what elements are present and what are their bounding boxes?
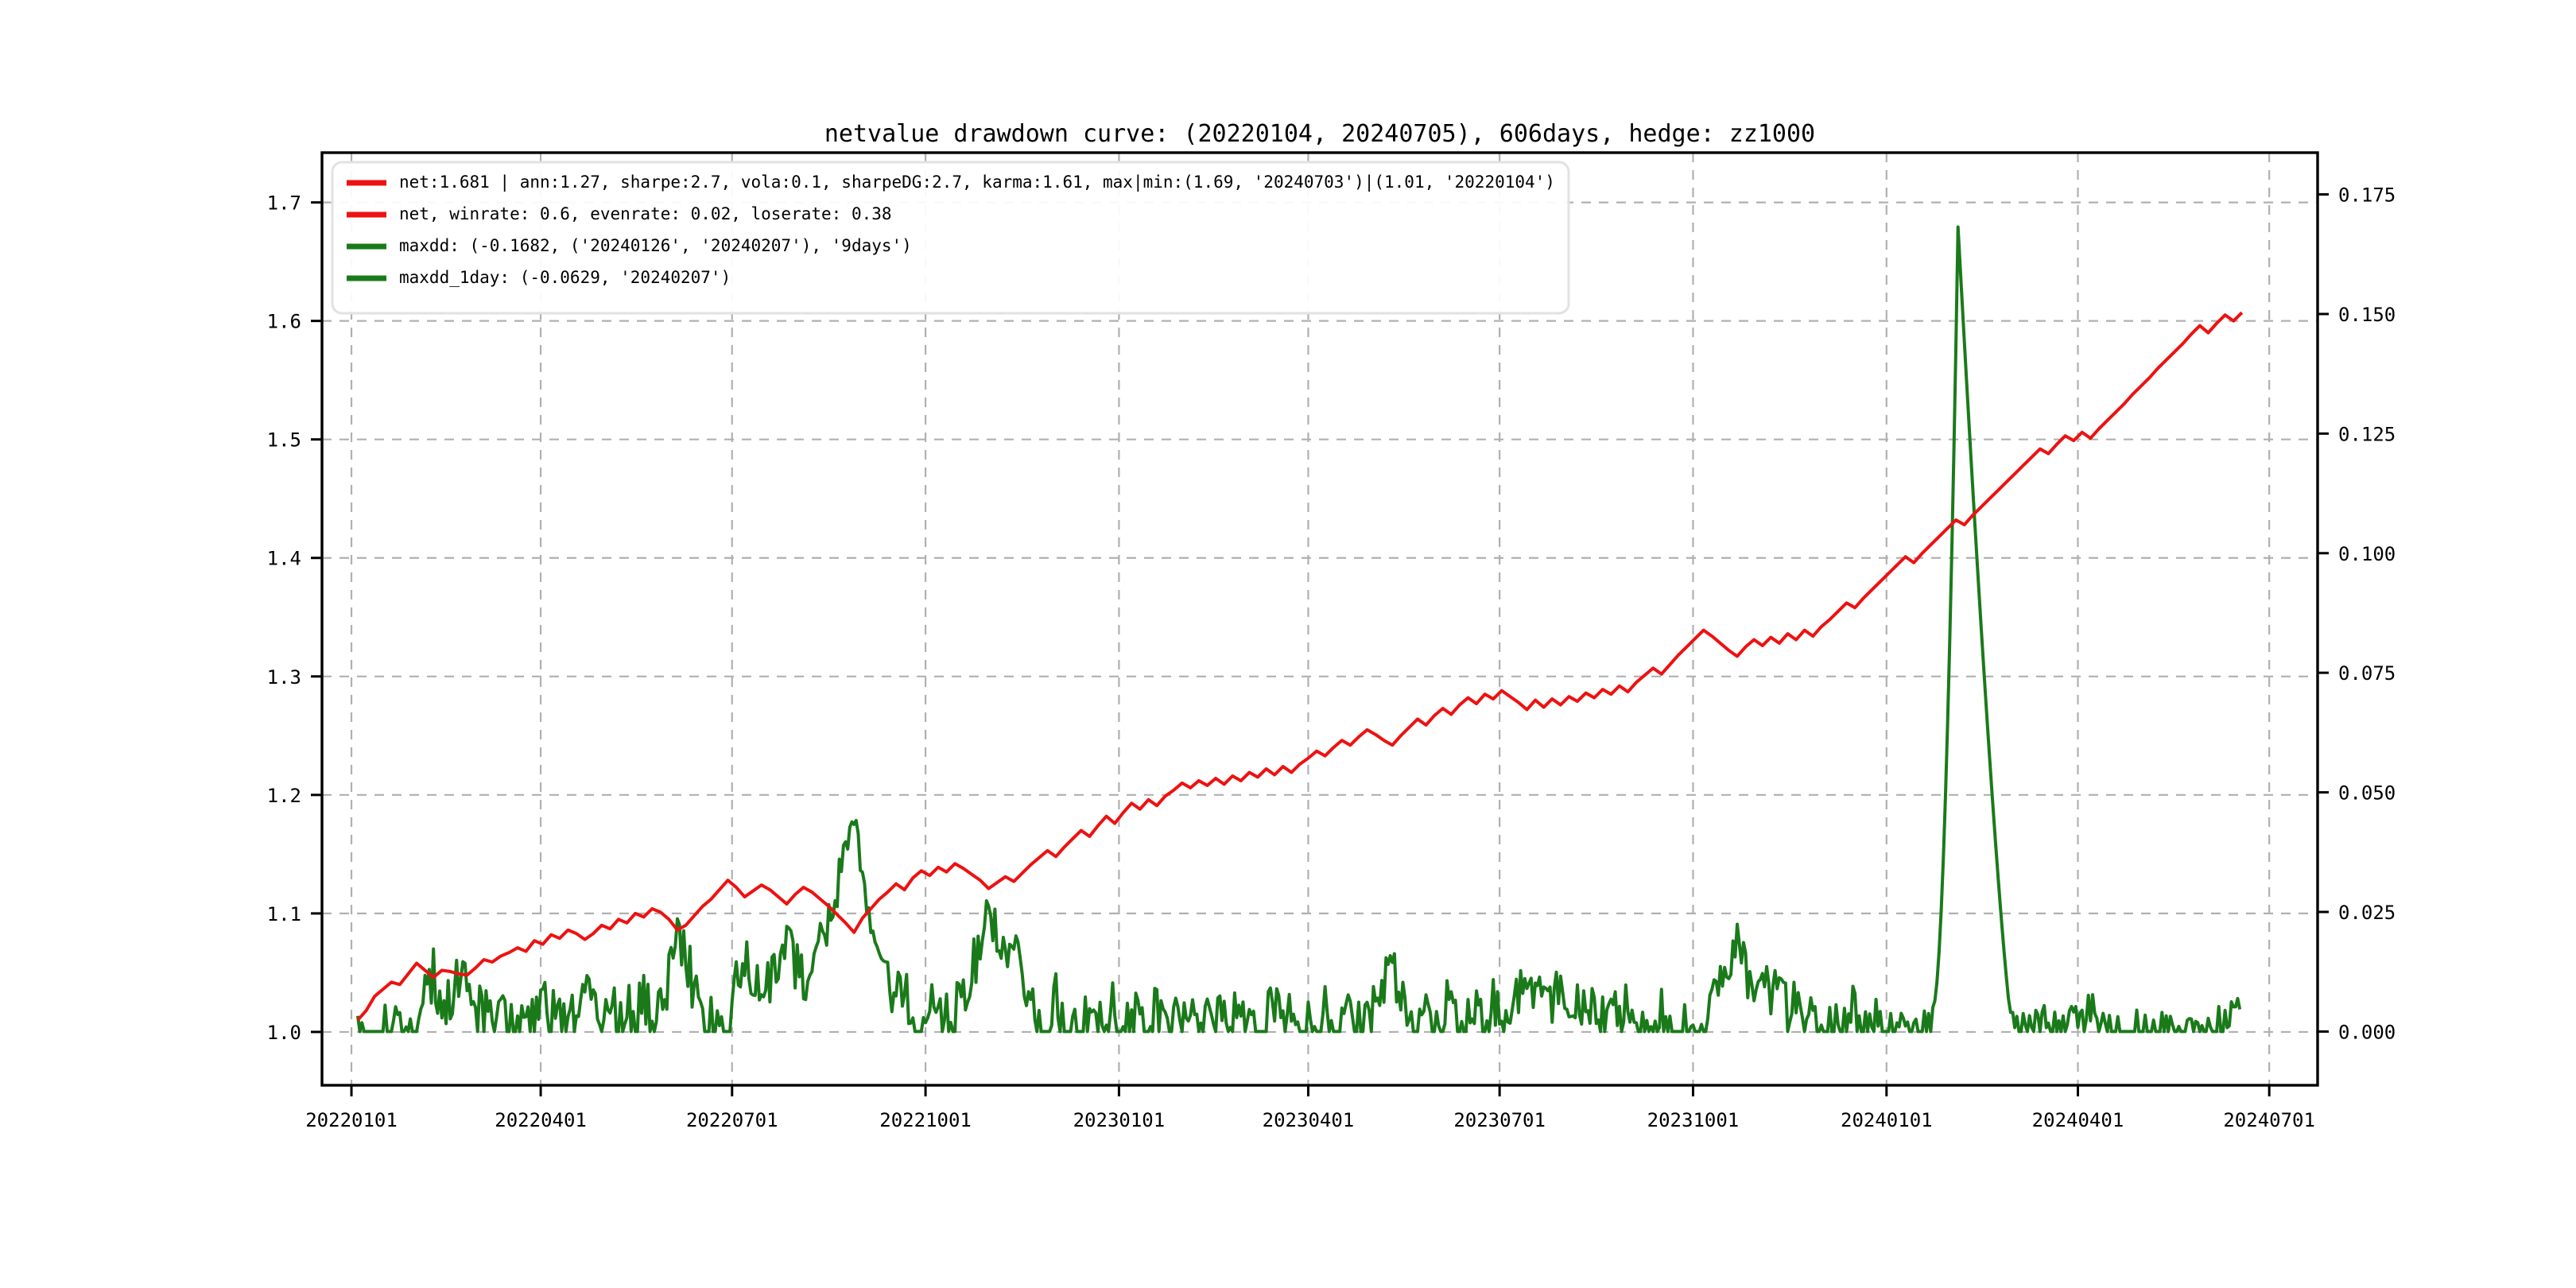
drawdown-series-line (355, 225, 2242, 1034)
plot-border (320, 151, 2319, 1087)
chart-title: netvalue drawdown curve: (20220104, 2024… (824, 120, 1815, 148)
legend-entry-label: net, winrate: 0.6, evenrate: 0.02, loser… (399, 204, 892, 223)
left-axis-tick-label: 1.4 (267, 548, 301, 570)
plot-frame (320, 151, 2319, 1087)
left-axis-tick-label: 1.7 (267, 192, 301, 215)
right-axis-tick-label: 0.100 (2338, 543, 2396, 565)
x-axis-tick-label: 20230701 (1453, 1109, 1546, 1131)
left-axis-tick-label: 1.2 (267, 785, 301, 807)
x-axis-tick-label: 20220101 (305, 1109, 398, 1131)
axis-tick-labels: 1.0 1.1 1.2 1.3 1.4 1.5 1.6 1.7 0.000 0.025 0.050 0… (267, 184, 2396, 1131)
legend-box (331, 161, 1570, 315)
right-axis-tick-label: 0.025 (2338, 902, 2396, 924)
data-series (355, 225, 2244, 1034)
x-axis-tick-label: 20220701 (686, 1109, 778, 1131)
x-axis-tick-label: 20221001 (879, 1109, 972, 1131)
right-axis-tick-label: 0.075 (2338, 662, 2396, 685)
right-axis-tick-label: 0.150 (2338, 304, 2396, 326)
legend-entry-label: net:1.681 | ann:1.27, sharpe:2.7, vola:0… (399, 173, 1555, 192)
right-axis-tick-label: 0.000 (2338, 1021, 2396, 1043)
x-axis-tick-label: 20230101 (1073, 1109, 1166, 1131)
x-axis-tick-label: 20220401 (495, 1109, 587, 1131)
legend-entry-label: maxdd_1day: (-0.0629, '20240207') (399, 268, 731, 287)
x-axis-tick-label: 20230401 (1263, 1109, 1355, 1131)
left-axis-tick-label: 1.0 (267, 1022, 301, 1044)
chart-legend: net:1.681 | ann:1.27, sharpe:2.7, vola:0… (331, 161, 1570, 315)
left-axis-tick-label: 1.1 (267, 903, 301, 925)
right-axis-tick-label: 0.175 (2338, 184, 2396, 207)
x-axis-tick-label: 20240701 (2223, 1109, 2315, 1131)
left-axis-tick-label: 1.5 (267, 429, 301, 452)
right-axis-tick-label: 0.125 (2338, 423, 2396, 445)
x-axis-tick-label: 20240101 (1841, 1109, 1933, 1131)
net-series-line (356, 311, 2244, 1022)
left-axis-tick-label: 1.6 (267, 311, 301, 333)
x-axis-tick-label: 20240401 (2032, 1109, 2124, 1131)
right-axis-tick-label: 0.050 (2338, 782, 2396, 805)
x-axis-tick-label: 20231001 (1647, 1109, 1740, 1131)
legend-entry-label: maxdd: (-0.1682, ('20240126', '20240207'… (399, 236, 912, 255)
left-axis-tick-label: 1.3 (267, 666, 301, 689)
axis-ticks (311, 193, 2329, 1096)
